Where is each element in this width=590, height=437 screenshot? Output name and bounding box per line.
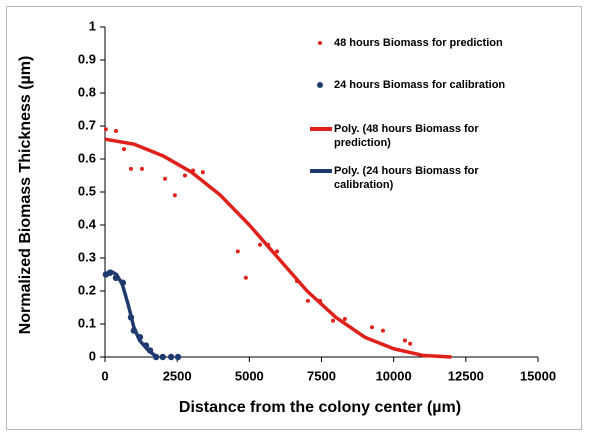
- legend-symbol: [306, 78, 334, 92]
- y-tick-label: 0.6: [78, 150, 96, 165]
- x-tick-label: 5000: [235, 368, 264, 383]
- data-point: [159, 353, 166, 361]
- data-point: [331, 318, 336, 323]
- data-point: [200, 170, 205, 175]
- legend-label: Poly. (24 hours Biomass for calibration): [334, 165, 479, 191]
- y-tick-label: 0.7: [78, 117, 96, 132]
- x-tick-label: 2500: [163, 368, 192, 383]
- y-tick-label: 0.8: [78, 84, 96, 99]
- y-tick-label: 1: [89, 18, 96, 33]
- data-point: [172, 193, 177, 198]
- data-point: [167, 353, 175, 361]
- data-point: [139, 166, 144, 171]
- data-point: [113, 128, 118, 133]
- y-tick-label: 0.5: [78, 183, 96, 198]
- legend-label: 48 hours Biomass for prediction: [334, 37, 503, 49]
- y-axis-label: Normalized Biomass Thickness (µm): [17, 56, 34, 335]
- x-tick-label: 15000: [520, 368, 556, 383]
- x-tick-label: 0: [101, 368, 108, 383]
- y-tick-label: 0: [89, 348, 96, 363]
- trend-line: [104, 137, 452, 359]
- data-point: [235, 249, 240, 254]
- legend-symbol: [306, 122, 334, 136]
- data-point: [103, 127, 108, 132]
- y-tick-label: 0.9: [78, 51, 96, 66]
- legend-marker: [318, 41, 322, 45]
- legend-marker: [317, 82, 323, 88]
- frame: [6, 6, 582, 430]
- data-point: [243, 275, 248, 280]
- legend-item: 48 hours Biomass for prediction: [306, 36, 524, 50]
- x-tick-label: 10000: [376, 368, 412, 383]
- legend-symbol: [306, 36, 334, 50]
- legend-symbol: [306, 164, 334, 178]
- legend-item: Poly. (24 hours Biomass for calibration): [306, 164, 529, 192]
- data-point: [258, 242, 263, 247]
- data-point: [163, 176, 168, 181]
- data-point: [305, 298, 310, 303]
- data-point: [402, 338, 407, 343]
- y-tick-label: 0.1: [78, 315, 96, 330]
- x-axis-label: Distance from the colony center (µm): [179, 399, 461, 416]
- y-tick-label: 0.2: [78, 282, 96, 297]
- x-tick-label: 12500: [448, 368, 484, 383]
- data-point: [380, 328, 385, 333]
- legend-item: Poly. (48 hours Biomass for prediction): [306, 122, 529, 150]
- data-point: [342, 317, 347, 322]
- x-tick-label: 7500: [307, 368, 336, 383]
- y-tick-label: 0.4: [78, 216, 97, 231]
- legend-item: 24 hours Biomass for calibration: [306, 78, 524, 92]
- data-point: [370, 325, 375, 330]
- data-point: [182, 173, 187, 178]
- data-point: [275, 249, 280, 254]
- trend-line: [104, 269, 159, 359]
- legend-marker: [310, 127, 332, 131]
- data-point: [408, 341, 413, 346]
- legend-label: Poly. (48 hours Biomass for prediction): [334, 123, 479, 149]
- legend-marker: [310, 169, 332, 173]
- data-point: [122, 147, 127, 152]
- data-point: [174, 353, 182, 361]
- legend-label: 24 hours Biomass for calibration: [334, 79, 506, 91]
- y-tick-label: 0.3: [78, 249, 96, 264]
- data-point: [128, 166, 133, 171]
